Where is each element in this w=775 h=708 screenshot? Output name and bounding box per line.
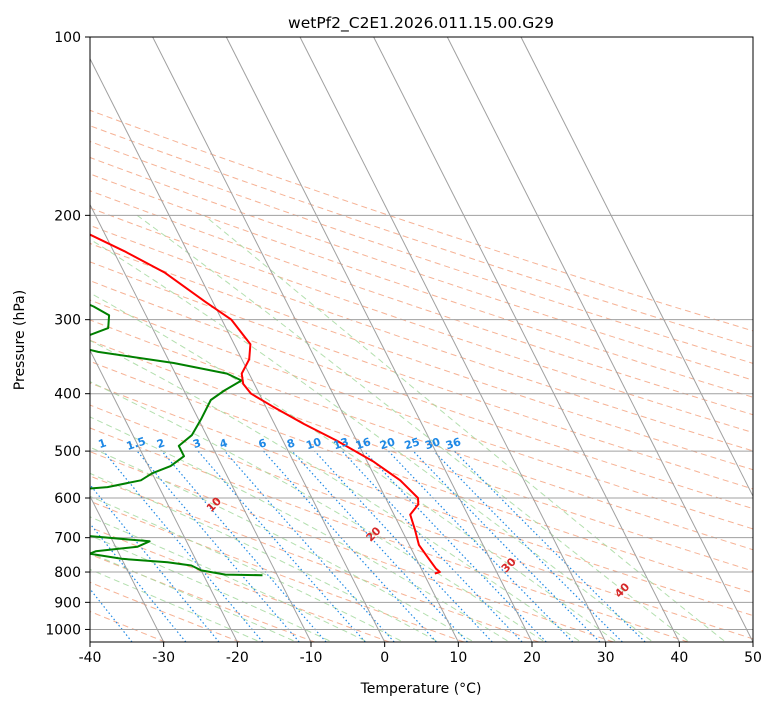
mixing-ratio-label: 13 xyxy=(332,435,351,452)
temperature-profile-line xyxy=(90,233,441,575)
dry-adiabat-line xyxy=(90,299,753,530)
isotherm-gridline xyxy=(152,37,459,642)
background-lines xyxy=(90,37,753,642)
x-axis-label: Temperature (°C) xyxy=(360,681,482,697)
mixing-ratio-label: 6 xyxy=(257,436,269,451)
mixing-ratio-label: 1 xyxy=(97,436,108,451)
x-tick-label: -10 xyxy=(300,650,323,666)
dry-adiabat-line xyxy=(90,261,753,490)
moist-adiabat-line xyxy=(90,552,294,642)
y-tick-label: 700 xyxy=(54,531,81,547)
y-tick-label: 900 xyxy=(54,595,81,611)
x-tick-label: -30 xyxy=(152,650,175,666)
moist-adiabat-line xyxy=(90,568,258,642)
chart-title: wetPf2_C2E1.2026.011.15.00.G29 xyxy=(288,14,554,33)
moist-adiabat-line xyxy=(90,446,473,642)
y-tick-label: 800 xyxy=(54,565,81,581)
dry-adiabat-line xyxy=(90,224,753,452)
x-tick-label: 40 xyxy=(670,650,688,666)
x-tick-label: 0 xyxy=(380,650,389,666)
moist-adiabat-line xyxy=(90,534,330,642)
isotherm-gridline xyxy=(225,37,533,642)
dry-adiabat-line xyxy=(90,173,753,398)
mixing-ratio-line xyxy=(412,450,601,642)
dry-adiabat-line xyxy=(90,404,753,640)
mixing-ratio-label: 36 xyxy=(444,435,463,452)
isotherm-gridline xyxy=(520,37,753,498)
dewpoint-profile-line xyxy=(90,303,263,577)
moist-adiabat-line xyxy=(90,339,580,642)
isotherm-gridline xyxy=(373,37,680,642)
isotherm-gridline xyxy=(90,203,312,642)
dry-adiabat-line xyxy=(90,427,689,642)
mixing-ratio-label: 4 xyxy=(218,436,230,451)
y-tick-label: 400 xyxy=(54,387,81,403)
isotherm-gridline xyxy=(299,37,607,642)
dry-adiabat-line xyxy=(90,382,753,617)
mixing-ratio-label: 3 xyxy=(191,436,202,451)
y-tick-label: 600 xyxy=(54,491,81,507)
profiles xyxy=(90,233,441,577)
moist-adiabat-line xyxy=(90,238,652,642)
mixing-ratio-line xyxy=(197,450,366,642)
y-tick-label: 300 xyxy=(54,313,81,329)
mixing-ratio-label: 10 xyxy=(304,435,323,452)
mixing-ratio-line xyxy=(341,450,523,642)
dry-adiabat-line xyxy=(90,451,614,642)
mixing-ratio-label: 20 xyxy=(378,435,397,452)
isotherm-gridline xyxy=(90,495,165,642)
x-tick-label: 10 xyxy=(449,650,467,666)
x-tick-label: 20 xyxy=(523,650,541,666)
moist-adiabat-line xyxy=(203,214,725,642)
mixing-ratio-line xyxy=(454,450,646,642)
isotherm-gridline xyxy=(90,349,238,642)
mixing-ratio-label: 30 xyxy=(423,435,442,452)
mixing-ratio-line xyxy=(90,483,220,642)
dry-adiabat-line xyxy=(90,319,753,551)
mixing-ratio-line xyxy=(363,450,547,642)
mixing-ratio-line xyxy=(314,450,493,642)
dry-adiabat-line xyxy=(90,280,753,510)
y-tick-label: 500 xyxy=(54,444,81,460)
mixing-ratio-label: 25 xyxy=(403,435,422,452)
moist-adiabat-line xyxy=(90,472,437,642)
mixing-ratio-label: 1.5 xyxy=(125,435,148,453)
mixing-ratio-label: 2 xyxy=(155,436,166,451)
isotherm-gridline xyxy=(446,37,753,642)
mixing-ratio-line xyxy=(388,450,574,642)
y-tick-label: 200 xyxy=(54,208,81,224)
dry-adiabat-line xyxy=(90,156,753,381)
y-axis-label: Pressure (hPa) xyxy=(12,290,28,390)
x-tick-label: -40 xyxy=(79,650,102,666)
dry-adiabat-line xyxy=(90,125,753,348)
x-tick-label: 50 xyxy=(744,650,762,666)
axes: -40 -30 -20 -10 0 10 20 30 40 50 100 200 300 400 500 60… xyxy=(45,30,762,666)
plot-frame xyxy=(89,36,754,643)
mixing-ratio-line xyxy=(102,450,264,642)
y-tick-label: 1000 xyxy=(45,622,81,638)
mixing-ratio-line xyxy=(224,450,395,642)
mixing-ratio-line xyxy=(291,450,468,642)
dry-adiabat-line xyxy=(90,500,465,642)
x-tick-label: -20 xyxy=(226,650,249,666)
x-tick-label: 30 xyxy=(597,650,615,666)
mixing-ratio-label: 8 xyxy=(285,436,296,451)
moist-adiabat-line xyxy=(90,381,544,642)
dry-adiabat-line xyxy=(90,526,390,642)
isotherm-gridline xyxy=(90,57,386,642)
moist-adiabat-line xyxy=(90,416,508,642)
moist-adiabat-line xyxy=(90,495,401,642)
dry-adiabat-line xyxy=(90,581,241,642)
y-tick-label: 100 xyxy=(54,30,81,46)
mixing-ratio-line xyxy=(90,522,187,642)
moist-adiabat-line xyxy=(90,292,616,642)
mixing-ratio-label: 16 xyxy=(354,435,373,452)
moist-adiabat-line xyxy=(136,214,688,642)
mixing-ratio-line xyxy=(433,450,623,642)
